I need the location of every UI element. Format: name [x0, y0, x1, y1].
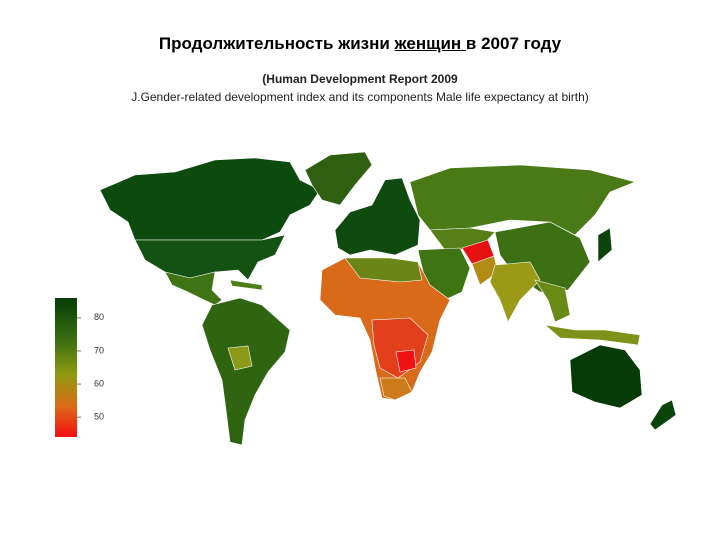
caribbean	[229, 279, 263, 291]
australia	[569, 344, 643, 409]
europe	[334, 177, 421, 256]
se-asia	[534, 279, 571, 323]
southern-africa	[379, 377, 413, 401]
legend-tick-label: 60	[94, 378, 104, 388]
zimbabwe	[395, 349, 417, 373]
greenland	[304, 151, 373, 206]
title-underlined: женщин	[395, 34, 466, 53]
canada	[99, 157, 321, 241]
legend-tick-label: 70	[94, 345, 104, 355]
usa	[134, 234, 286, 281]
mexico	[164, 271, 223, 306]
description: J.Gender-related development index and i…	[131, 90, 589, 104]
legend-tick-label: 80	[94, 312, 104, 322]
indonesia	[543, 324, 641, 346]
north-africa	[344, 257, 423, 283]
japan	[597, 227, 613, 263]
new-zealand	[649, 399, 677, 431]
south-america	[201, 297, 291, 446]
legend	[55, 298, 77, 437]
title-underlined-text: женщин	[394, 34, 462, 53]
title-start: Продолжительность жизни	[158, 34, 390, 53]
color-bar	[55, 298, 77, 437]
bolivia	[227, 345, 253, 371]
title: Продолжительность жизни женщин в 2007 го…	[0, 34, 720, 54]
legend-tick-label: 50	[94, 412, 104, 422]
subtitle: (Human Development Report 2009	[262, 72, 458, 86]
land	[99, 151, 677, 446]
india	[489, 261, 541, 323]
russia	[409, 164, 636, 236]
title-end: в 2007 году	[465, 34, 562, 53]
